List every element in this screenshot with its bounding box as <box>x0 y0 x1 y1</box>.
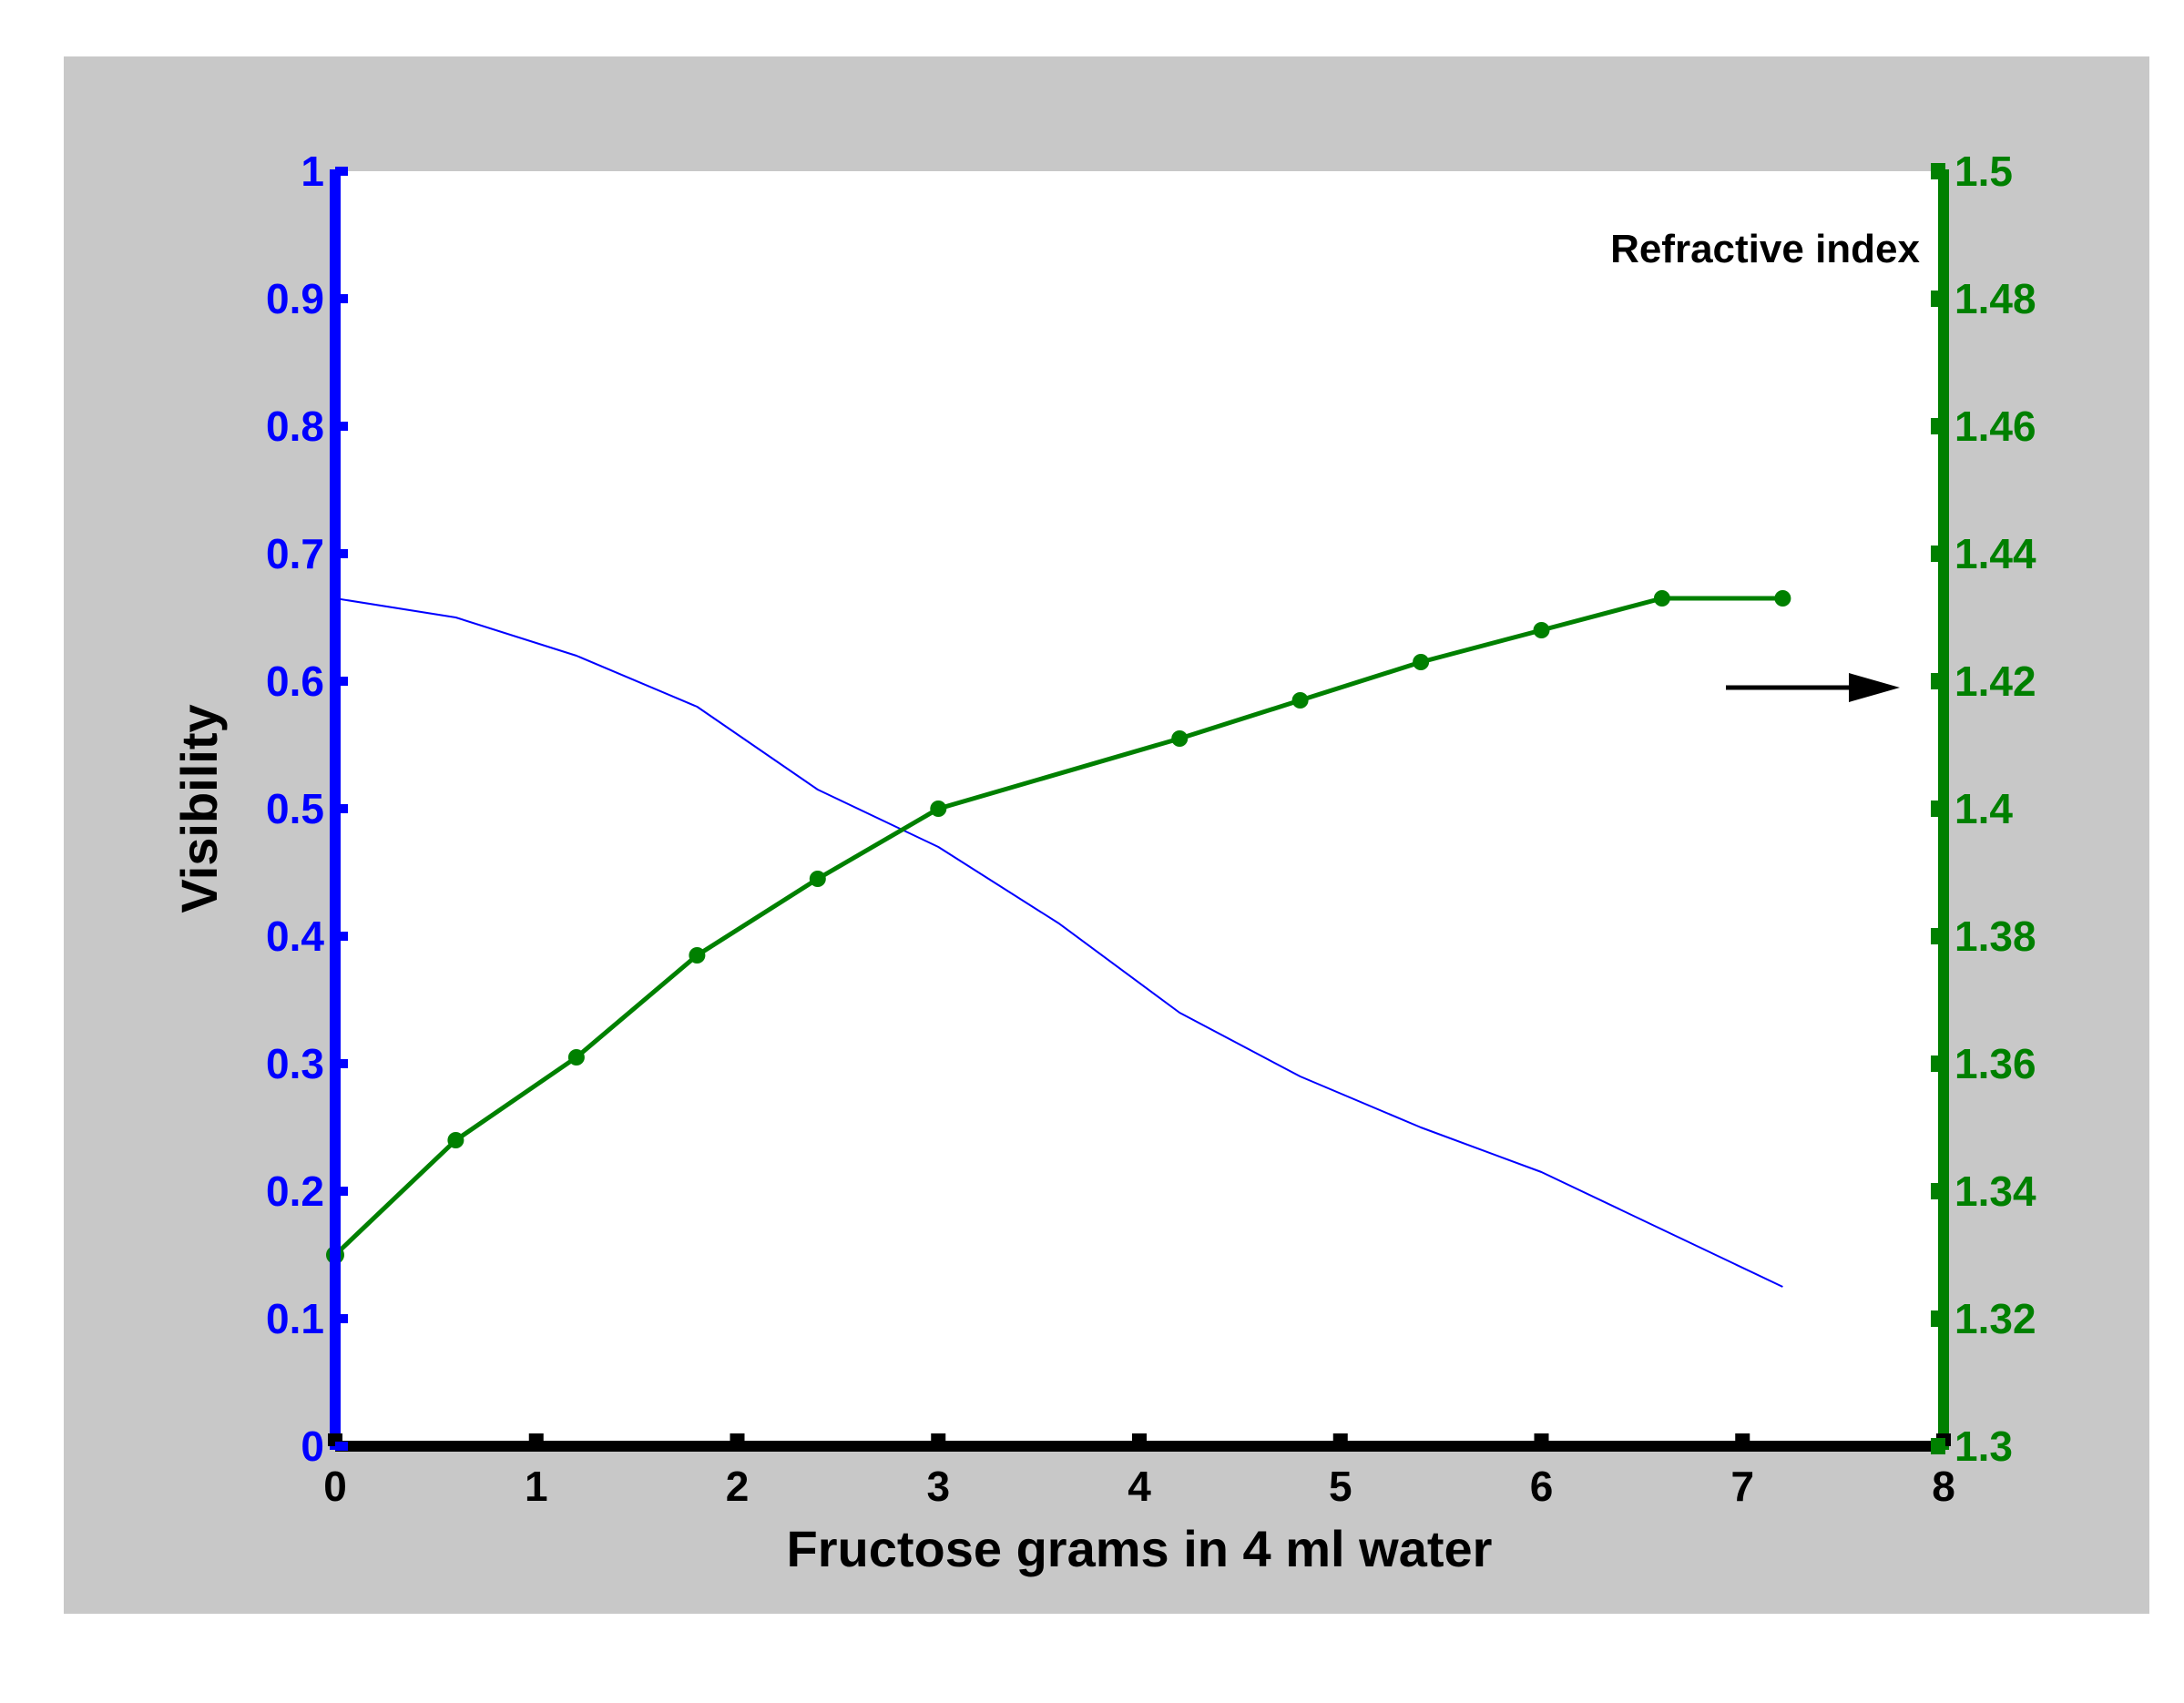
refractive-index-point <box>447 1132 464 1148</box>
refractive-index-point <box>1413 654 1430 670</box>
right-y-tick-label: 1.46 <box>1954 403 2036 450</box>
right-y-tick-mark <box>1931 1438 1945 1454</box>
refractive-index-point <box>1653 590 1670 607</box>
refractive-index-point <box>689 947 706 964</box>
right-y-tick-label: 1.34 <box>1954 1168 2036 1215</box>
left-y-tick-mark <box>335 167 348 176</box>
x-tick-mark <box>1735 1433 1750 1446</box>
refractive-index-point <box>1171 730 1189 747</box>
refractive-index-point <box>567 1049 585 1066</box>
x-tick-label: 3 <box>926 1463 950 1510</box>
left-y-tick-label: 0.2 <box>266 1168 324 1215</box>
left-y-tick-mark <box>335 932 348 941</box>
left-y-tick-label: 0 <box>301 1423 324 1470</box>
x-tick-label: 0 <box>323 1463 347 1510</box>
left-y-tick-mark <box>335 294 348 303</box>
right-y-tick-label: 1.4 <box>1954 785 2013 832</box>
refractive-index-point <box>1291 692 1309 709</box>
right-y-tick-label: 1.36 <box>1954 1040 2036 1087</box>
arrow-head <box>1849 673 1900 702</box>
x-tick-label: 7 <box>1730 1463 1754 1510</box>
left-y-tick-label: 0.8 <box>266 403 324 450</box>
left-y-tick-mark <box>335 1187 348 1196</box>
x-tick-mark <box>931 1433 946 1446</box>
y-axis-title: Visibility <box>170 704 228 913</box>
x-tick-label: 6 <box>1530 1463 1554 1510</box>
right-y-tick-mark <box>1931 673 1945 689</box>
right-y-tick-mark <box>1931 801 1945 817</box>
left-y-tick-label: 0.6 <box>266 658 324 705</box>
right-y-tick-label: 1.5 <box>1954 148 2013 195</box>
right-y-tick-mark <box>1931 546 1945 562</box>
right-y-tick-mark <box>1931 1055 1945 1072</box>
refractive-index-point <box>1774 590 1791 607</box>
left-y-tick-mark <box>335 1442 348 1451</box>
x-tick-label: 5 <box>1329 1463 1352 1510</box>
right-y-tick-mark <box>1931 928 1945 944</box>
right-y-tick-mark <box>1931 418 1945 434</box>
x-tick-label: 4 <box>1128 1463 1151 1510</box>
x-tick-mark <box>1132 1433 1147 1446</box>
x-tick-mark <box>528 1433 544 1446</box>
left-y-tick-label: 0.5 <box>266 785 324 832</box>
right-y-tick-mark <box>1931 1183 1945 1199</box>
right-y-tick-label: 1.3 <box>1954 1423 2013 1470</box>
right-y-tick-mark <box>1931 1310 1945 1327</box>
right-y-tick-label: 1.38 <box>1954 913 2036 960</box>
refractive-index-point <box>809 871 826 887</box>
x-tick-label: 2 <box>726 1463 750 1510</box>
plot-area <box>335 171 1944 1446</box>
left-y-tick-label: 0.1 <box>266 1295 324 1342</box>
left-y-tick-label: 1 <box>301 148 324 195</box>
left-y-tick-mark <box>335 1314 348 1323</box>
left-y-tick-label: 0.3 <box>266 1040 324 1087</box>
right-y-tick-label: 1.32 <box>1954 1295 2036 1342</box>
right-y-tick-mark <box>1931 163 1945 179</box>
refractive-index-line <box>333 596 1783 1257</box>
refractive-index-point <box>1533 622 1550 638</box>
refractive-index-point <box>930 801 947 817</box>
x-tick-mark <box>1534 1433 1549 1446</box>
labels-layer: 0 1 2 3 4 5 6 7 8 0 0.1 0.2 0.3 0.4 0.5 0.6 0.7 0.8 0.9 1 1.… <box>266 148 2036 1510</box>
x-tick-label: 1 <box>525 1463 548 1510</box>
right-y-tick-mark <box>1931 291 1945 307</box>
axes-layer <box>328 163 1951 1454</box>
left-y-tick-mark <box>335 1059 348 1068</box>
x-tick-mark <box>730 1433 745 1446</box>
left-y-tick-mark <box>335 677 348 686</box>
right-y-tick-label: 1.44 <box>1954 530 2036 577</box>
x-tick-label: 8 <box>1932 1463 1955 1510</box>
left-y-tick-label: 0.7 <box>266 530 324 577</box>
x-axis-title: Fructose grams in 4 ml water <box>787 1520 1493 1577</box>
left-y-tick-mark <box>335 549 348 558</box>
left-y-tick-label: 0.4 <box>266 913 324 960</box>
right-y-tick-label: 1.48 <box>1954 275 2036 322</box>
right-y-tick-label: 1.42 <box>1954 658 2036 705</box>
visibility-line <box>334 597 1783 1288</box>
left-y-tick-label: 0.9 <box>266 275 324 322</box>
refractive-index-annotation: Refractive index <box>1610 227 1920 271</box>
left-y-tick-mark <box>335 422 348 431</box>
left-y-tick-mark <box>335 804 348 813</box>
x-tick-mark <box>1332 1433 1348 1446</box>
